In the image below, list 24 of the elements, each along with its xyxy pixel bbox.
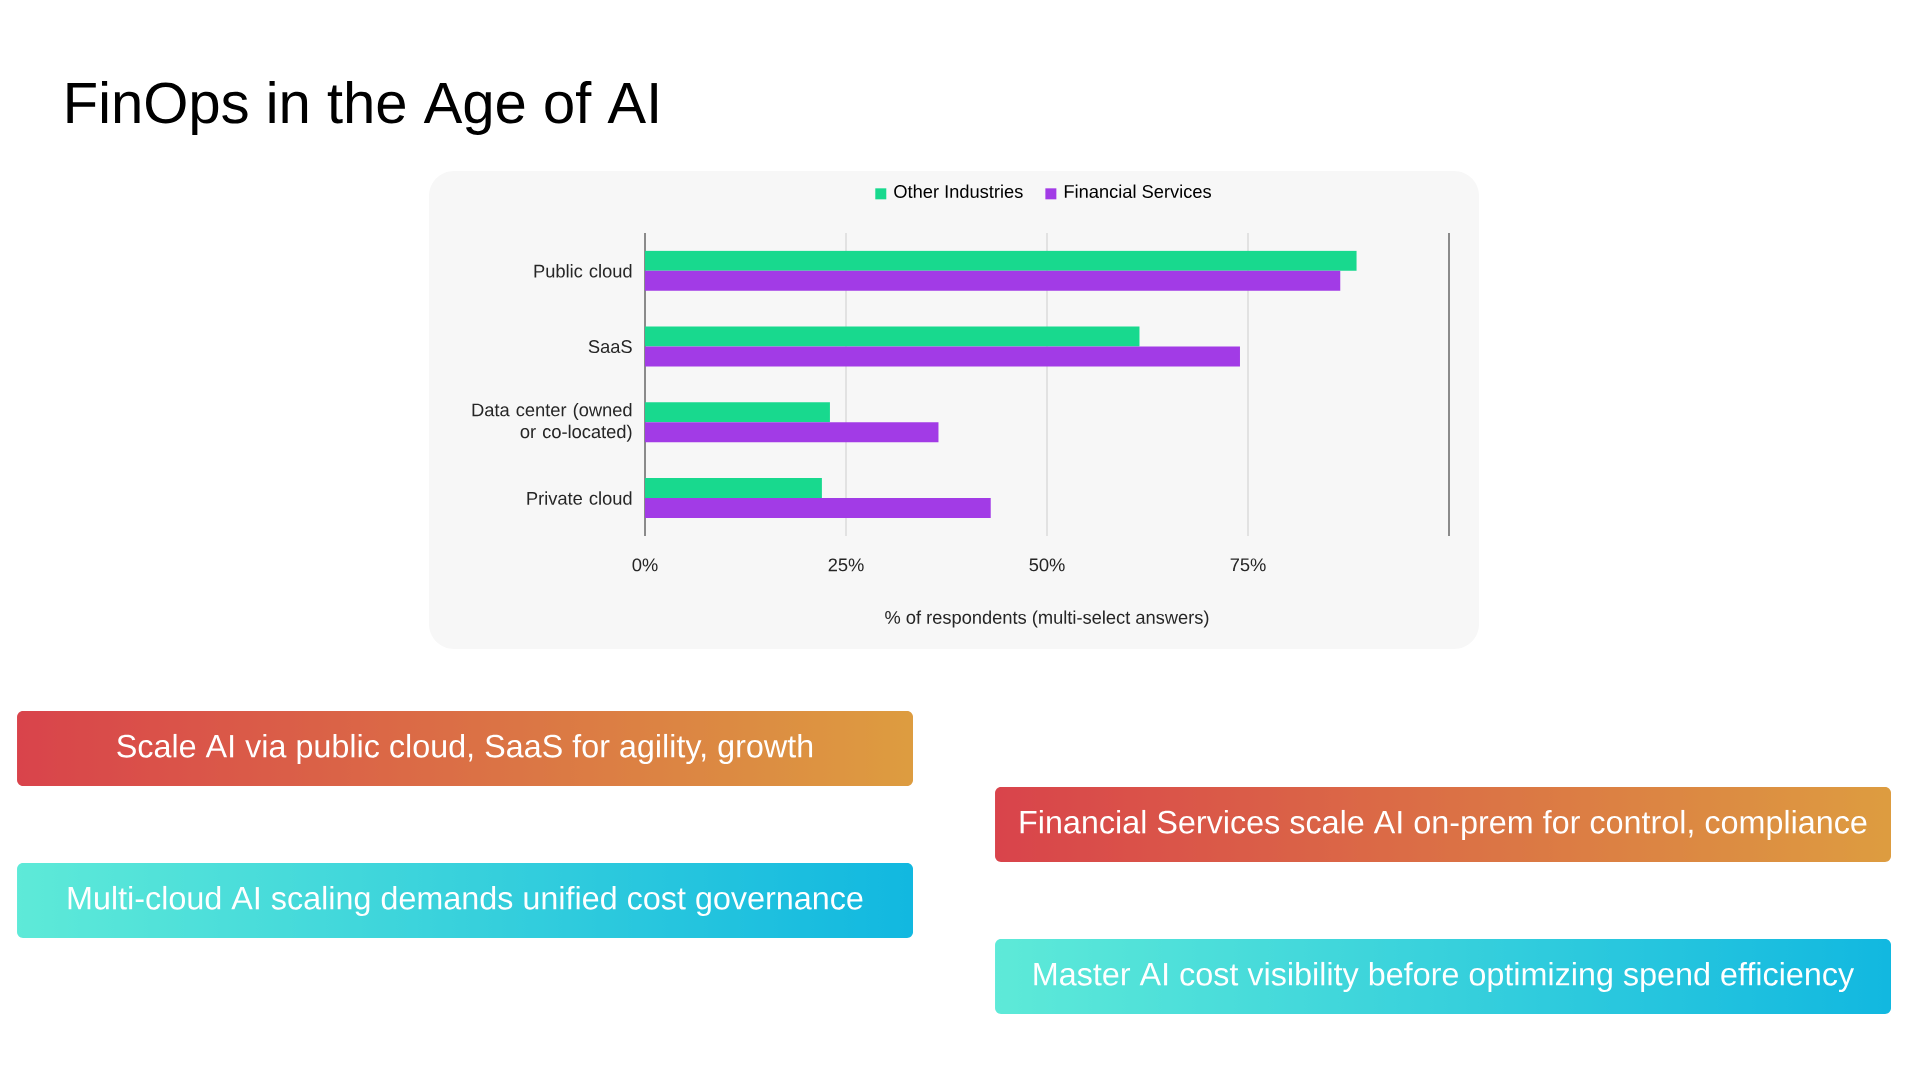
x-axis-title: % of respondents (multi-select answers): [885, 610, 1209, 628]
text: Financial Services scale AI on-prem for control, compliance: [1020, 809, 1867, 841]
y-tick-label: Private cloud: [527, 491, 632, 505]
bar: [645, 478, 822, 499]
x-tick-label: 75%: [1230, 558, 1266, 572]
y-tick-label: Public cloud: [534, 264, 632, 278]
y-tick-label: SaaS: [588, 340, 632, 354]
bar: [645, 498, 991, 519]
bar: [645, 402, 830, 423]
chart-title: FinOps in the Age of AI: [67, 80, 657, 135]
legend-label: Financial Services: [1064, 184, 1211, 198]
bar: [645, 326, 1140, 347]
bar: [645, 422, 939, 443]
legend-label: Other Industries: [894, 184, 1023, 198]
x-tick-label: 50%: [1029, 558, 1065, 572]
x-tick-label: 25%: [828, 558, 864, 572]
y-tick-label: Data center (owned or co-located): [472, 402, 632, 442]
text: Master AI cost visibility before optimizing spend efficiency: [1034, 961, 1855, 993]
bar: [645, 346, 1240, 367]
text: Multi-cloud AI scaling demands unified cost governance: [68, 885, 863, 917]
bar: [645, 270, 1341, 291]
text: Scale AI via public cloud, SaaS for agility, growth: [117, 733, 813, 765]
bar: [645, 250, 1357, 271]
x-tick-label: 0%: [632, 558, 658, 572]
